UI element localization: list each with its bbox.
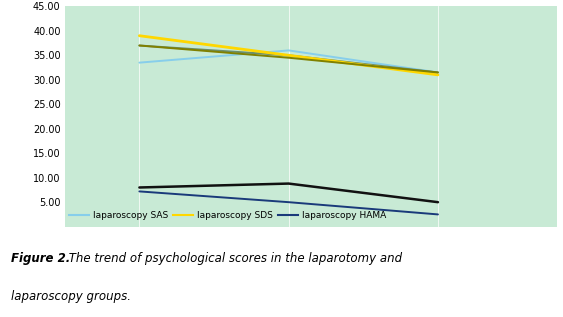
Text: Figure 2.: Figure 2. (11, 251, 70, 264)
Text: The trend of psychological scores in the laparotomy and: The trend of psychological scores in the… (65, 251, 402, 264)
Legend: laparoscopy SAS, laparoscopy SDS, laparoscopy HAMA: laparoscopy SAS, laparoscopy SDS, laparo… (69, 211, 386, 220)
Text: laparoscopy groups.: laparoscopy groups. (11, 289, 131, 302)
